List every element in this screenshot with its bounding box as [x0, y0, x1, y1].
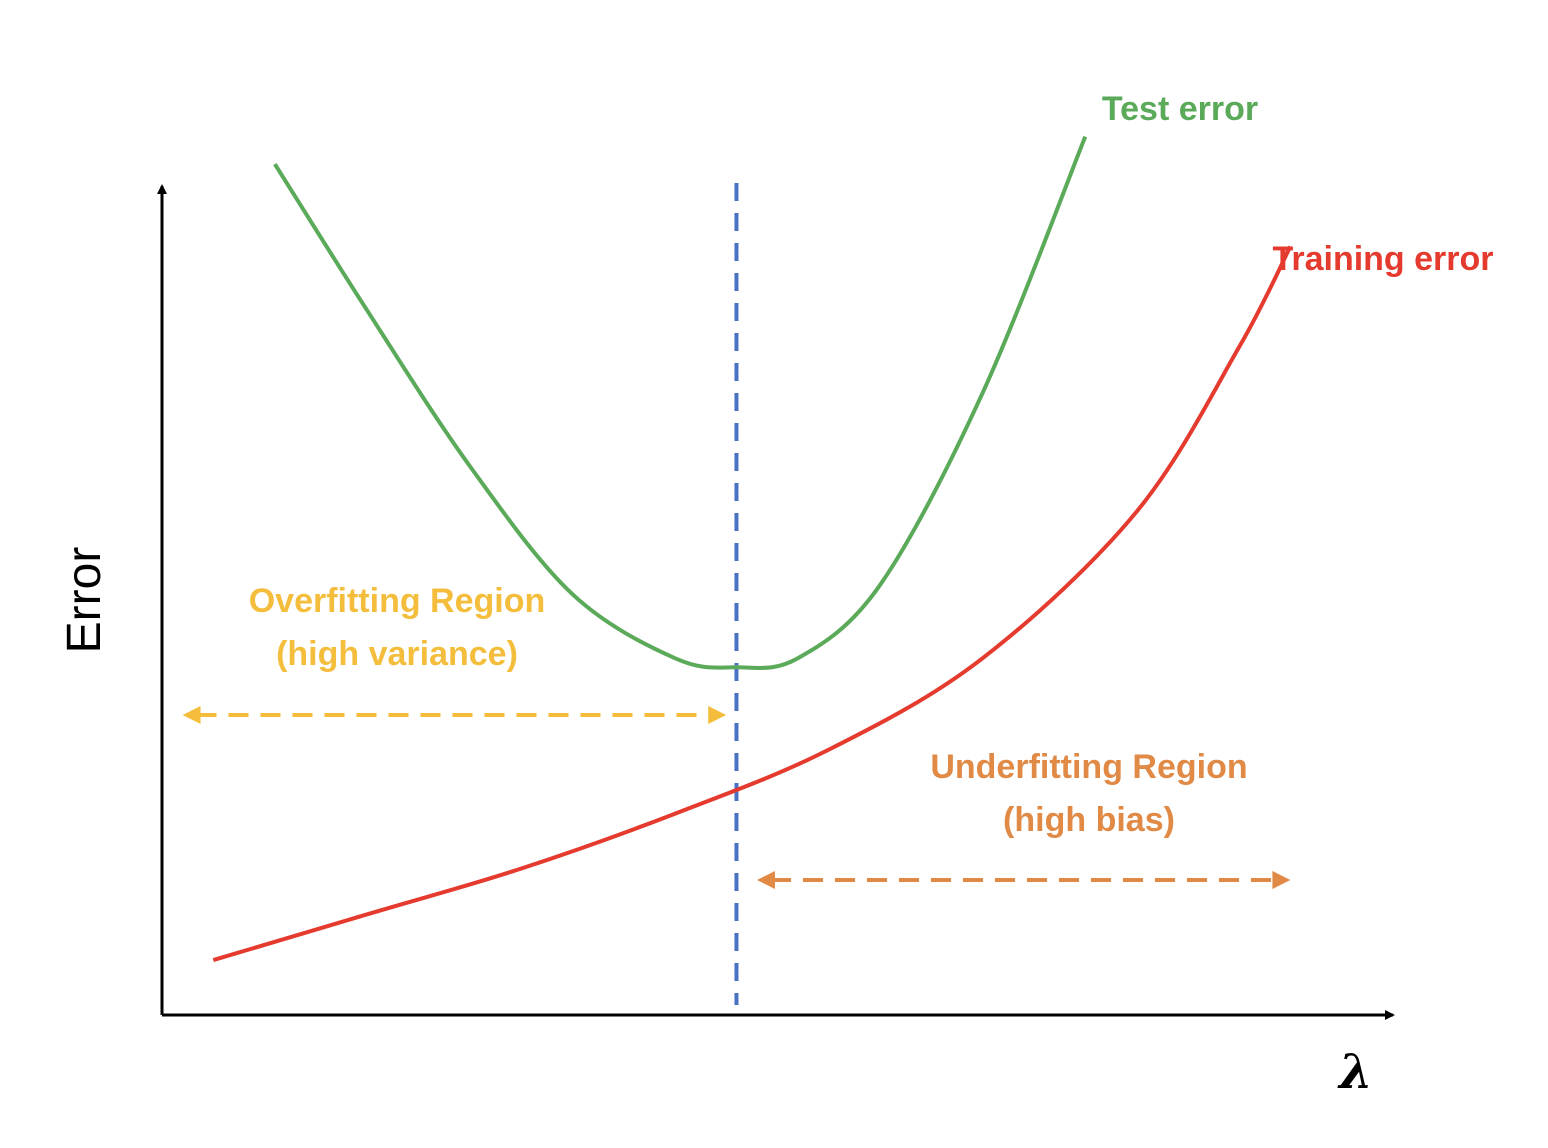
region-arrow-head	[182, 706, 201, 724]
underfitting-region-arrow	[756, 871, 1291, 889]
region-arrow-head	[708, 706, 727, 724]
y-axis-title: Error	[58, 547, 111, 654]
region-arrow-head	[756, 871, 775, 889]
underfitting-region-label: Underfitting Region	[930, 748, 1247, 786]
underfitting-region-sublabel: (high bias)	[1003, 801, 1175, 839]
overfitting-region-arrow	[182, 706, 727, 724]
x-axis-title: λ	[1337, 1044, 1373, 1100]
test-error-curve	[273, 135, 1088, 671]
overfitting-region-sublabel: (high variance)	[276, 635, 518, 673]
test-error-label: Test error	[1102, 90, 1258, 128]
overfitting-region-label: Overfitting Region	[249, 582, 546, 620]
training-error-curve	[212, 245, 1293, 963]
region-arrow-head	[1272, 871, 1291, 889]
training-error-label: Training error	[1272, 240, 1493, 278]
